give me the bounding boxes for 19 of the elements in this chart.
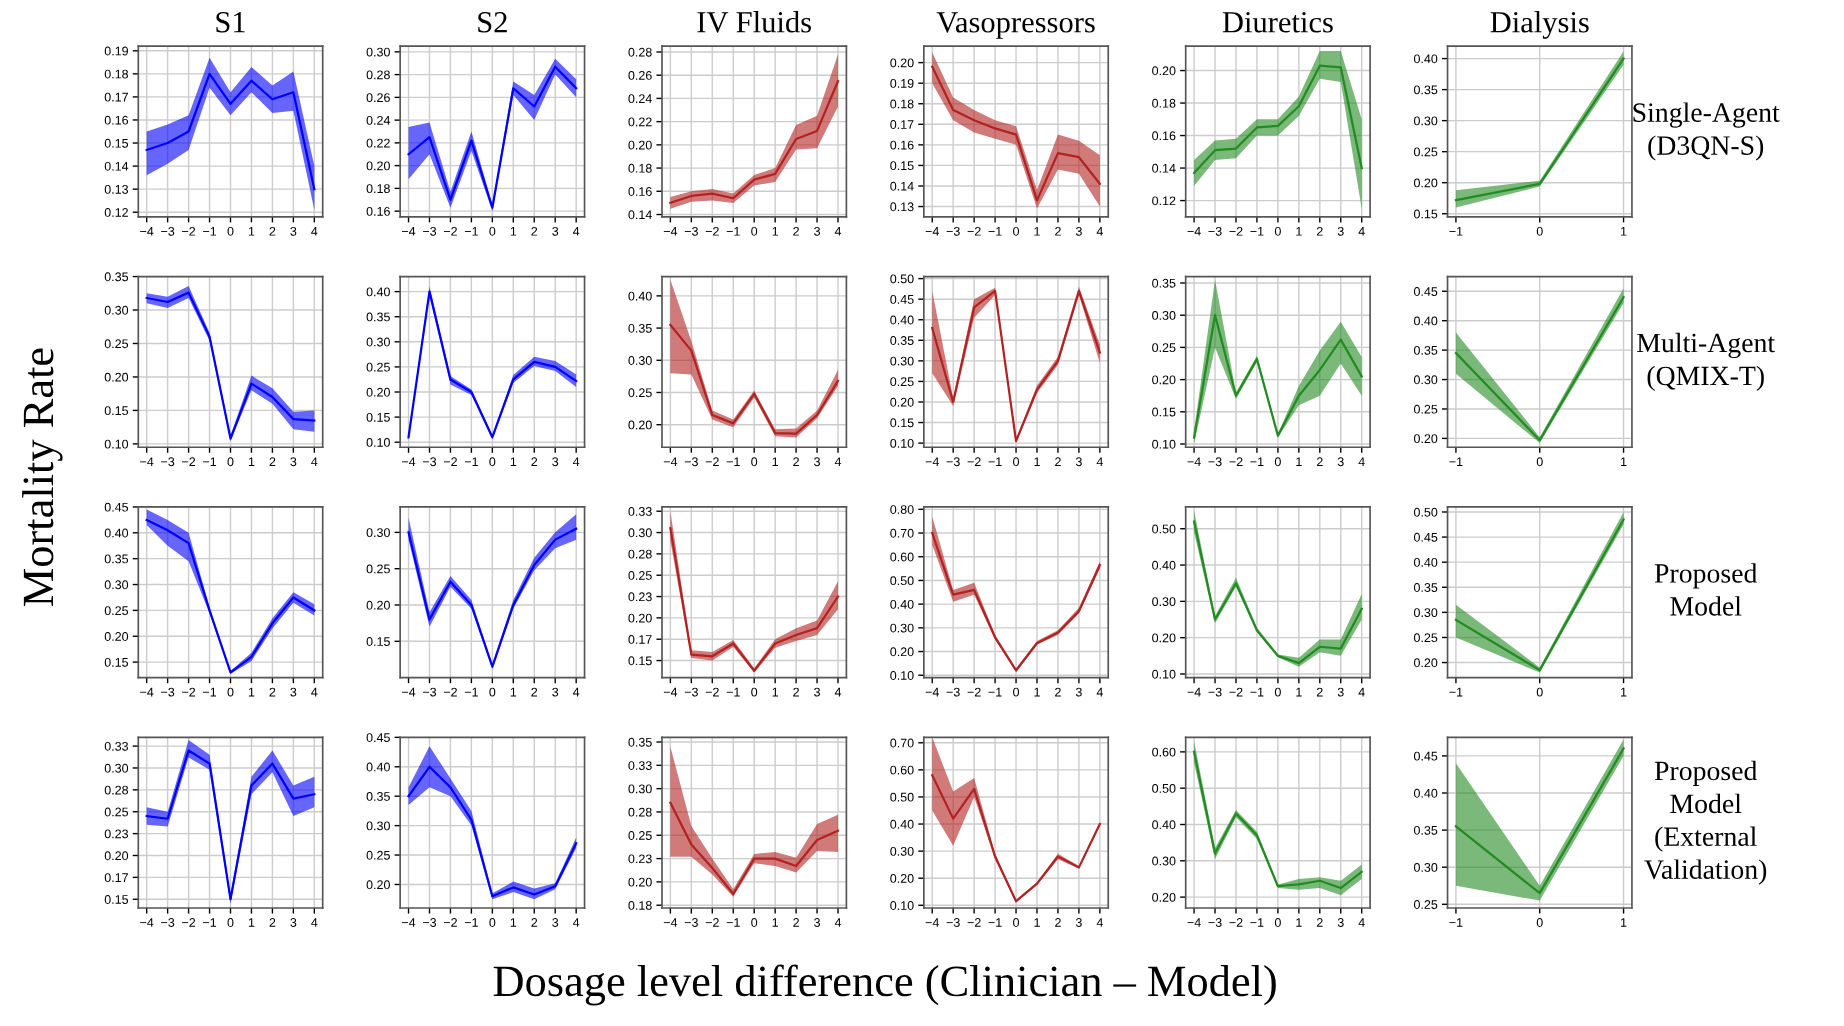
chart-title: Vasopressors <box>936 12 1095 39</box>
x-axis-title: Dosage level difference (Clinician – Model) <box>493 964 1276 1006</box>
text: Proposed Model (External Validation) <box>1644 760 1767 885</box>
text: Single-Agent (D3QN-S) <box>1633 102 1780 161</box>
line-series <box>669 323 840 435</box>
chart-title: Dialysis <box>1490 11 1589 39</box>
line-series <box>931 774 1101 903</box>
line-series <box>1192 64 1363 175</box>
chart-title: Diuretics <box>1222 12 1333 33</box>
line-series <box>669 801 840 896</box>
line-series <box>145 72 316 191</box>
text: Proposed Model <box>1654 563 1758 616</box>
y-axis-title: Mortality Rate <box>22 348 63 607</box>
line-series <box>669 79 840 205</box>
text: Multi-Agent (QMIX-T) <box>1637 332 1775 391</box>
chart-title: S1 <box>216 12 245 33</box>
chart-title: S2 <box>478 12 507 33</box>
chart-title: IV Fluids <box>697 11 811 33</box>
line-series <box>1192 314 1363 439</box>
